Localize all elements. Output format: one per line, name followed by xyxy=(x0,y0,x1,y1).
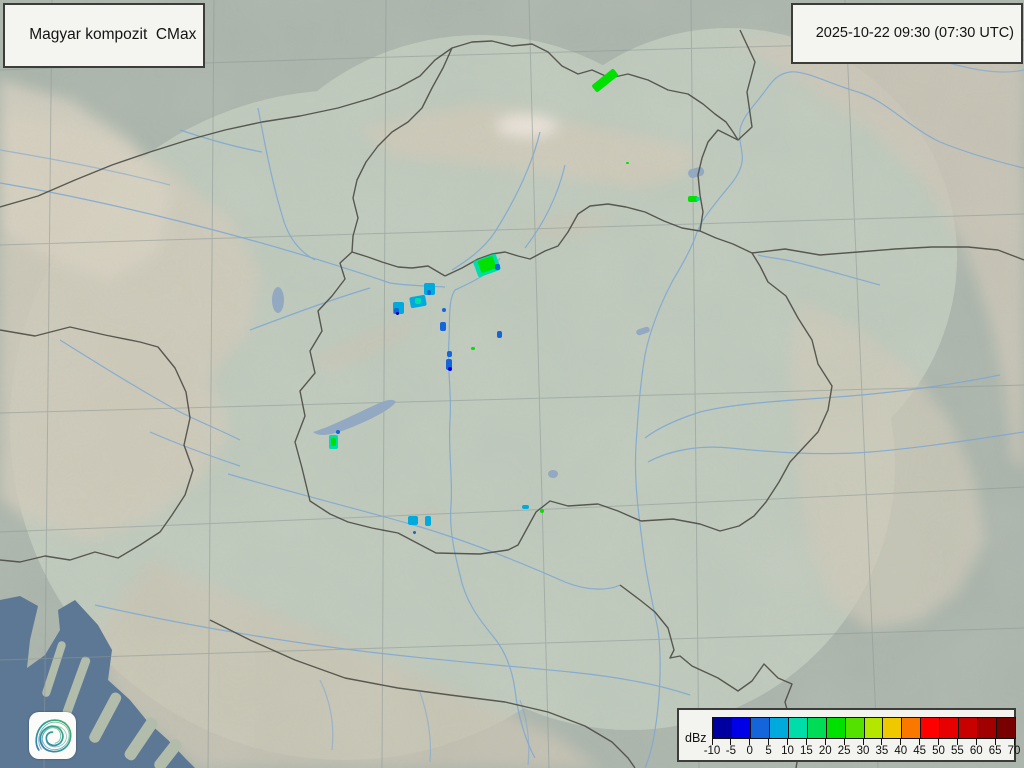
colorbar-tick-mark xyxy=(975,738,977,745)
radar-echo xyxy=(396,312,399,315)
product-title: Magyar kompozit CMax xyxy=(29,26,197,44)
radar-echo xyxy=(448,367,452,371)
colorbar-tick-mark xyxy=(994,738,996,745)
colorbar-cell xyxy=(731,718,751,738)
radar-echo xyxy=(440,322,446,331)
colorbar-tick-label: 65 xyxy=(988,745,1002,757)
colorbar-tick-mark xyxy=(711,738,713,745)
colorbar-tick-labels: -10 -5 0 5 10 15 20 25 30 35 40 45 50 55 60 65 70 xyxy=(704,745,1021,759)
product-title-box: Magyar kompozit CMax xyxy=(3,3,206,69)
colorbar-cells xyxy=(712,717,1016,739)
colorbar-cell xyxy=(940,718,960,738)
radar-echo xyxy=(424,283,435,295)
timestamp-box: 2025-10-22 09:30 (07:30 UTC) xyxy=(790,3,1023,65)
spiral-logo-icon xyxy=(35,719,72,753)
timestamp-text: 2025-10-22 09:30 (07:30 UTC) xyxy=(815,25,1014,42)
colorbar-tick-mark xyxy=(805,738,807,745)
colorbar-tick-mark xyxy=(824,738,826,745)
colorbar-cell xyxy=(769,718,789,738)
colorbar-tick-mark xyxy=(1013,738,1015,745)
colorbar-cell xyxy=(959,718,979,738)
lakes-layer xyxy=(272,167,705,478)
colorbar-cell xyxy=(883,718,903,738)
colorbar-tick-label: 70 xyxy=(1007,745,1021,757)
radar-echo xyxy=(336,430,340,434)
radar-echo xyxy=(522,505,529,509)
colorbar-ticks xyxy=(711,738,1015,745)
colorbar-unit-label: dBz xyxy=(685,731,707,745)
radar-echo xyxy=(427,290,431,295)
colorbar-tick-label: 15 xyxy=(799,745,813,757)
colorbar-tick-mark xyxy=(938,738,939,745)
colorbar-tick-label: 40 xyxy=(894,745,908,757)
radar-echo xyxy=(540,509,544,513)
radar-echo xyxy=(408,516,418,525)
colorbar-tick-label: 55 xyxy=(950,745,964,757)
radar-echo xyxy=(425,516,431,526)
radar-echo xyxy=(471,347,475,350)
colorbar-tick-mark xyxy=(881,738,883,745)
colorbar-tick-label: 35 xyxy=(875,745,889,757)
rivers-layer xyxy=(0,39,1024,768)
colorbar-tick-mark xyxy=(900,738,902,745)
colorbar-tick-label: 45 xyxy=(913,745,927,757)
colorbar-tick-label: 5 xyxy=(765,745,772,757)
colorbar-cell xyxy=(807,718,827,738)
borders-layer xyxy=(0,29,1024,768)
colorbar-tick-mark xyxy=(749,738,751,745)
colorbar-cell xyxy=(997,718,1015,738)
colorbar-cell xyxy=(713,718,732,738)
colorbar-tick-label: -10 xyxy=(703,745,721,757)
reflectivity-colorbar: dBz -10 -5 0 5 10 15 20 25 30 35 40 45 50 55 60 65 70 xyxy=(677,708,1021,762)
colorbar-tick-mark xyxy=(862,738,864,745)
radar-echo xyxy=(331,438,336,446)
colorbar-tick-label: 60 xyxy=(969,745,983,757)
colorbar-cell xyxy=(826,718,846,738)
colorbar-cell xyxy=(864,718,884,738)
radar-echo xyxy=(415,298,421,304)
colorbar-tick-mark xyxy=(730,738,732,745)
colorbar-cell xyxy=(845,718,865,738)
radar-echo xyxy=(394,308,399,314)
radar-echo xyxy=(495,264,500,270)
colorbar-tick-mark xyxy=(956,738,958,745)
colorbar-cell xyxy=(788,718,808,738)
radar-echo xyxy=(696,197,700,201)
colorbar-cell xyxy=(902,718,922,738)
colorbar-tick-mark xyxy=(768,738,770,745)
colorbar-tick-mark xyxy=(787,738,788,745)
colorbar-tick-mark xyxy=(843,738,845,745)
colorbar-tick-label: 0 xyxy=(746,745,753,757)
radar-echo xyxy=(688,196,698,202)
radar-echo xyxy=(447,351,452,357)
colorbar-tick-label: 50 xyxy=(932,745,945,757)
radar-echo xyxy=(497,331,502,338)
colorbar-tick-label: 25 xyxy=(837,745,851,757)
radar-echo xyxy=(413,531,416,534)
colorbar-tick-label: 20 xyxy=(818,745,832,757)
colorbar-tick-label: -5 xyxy=(725,745,736,757)
radar-echo xyxy=(591,68,619,93)
colorbar-cell xyxy=(921,718,941,738)
radar-echo xyxy=(446,359,452,370)
radar-echo xyxy=(442,308,446,312)
colorbar-cell xyxy=(978,718,998,738)
radar-echo xyxy=(626,162,629,164)
colorbar-cell xyxy=(750,718,770,738)
colorbar-tick-label: 30 xyxy=(856,745,870,757)
hungaromet-logo xyxy=(29,712,76,759)
colorbar-tick-mark xyxy=(919,738,921,745)
colorbar-tick-label: 10 xyxy=(781,745,794,757)
